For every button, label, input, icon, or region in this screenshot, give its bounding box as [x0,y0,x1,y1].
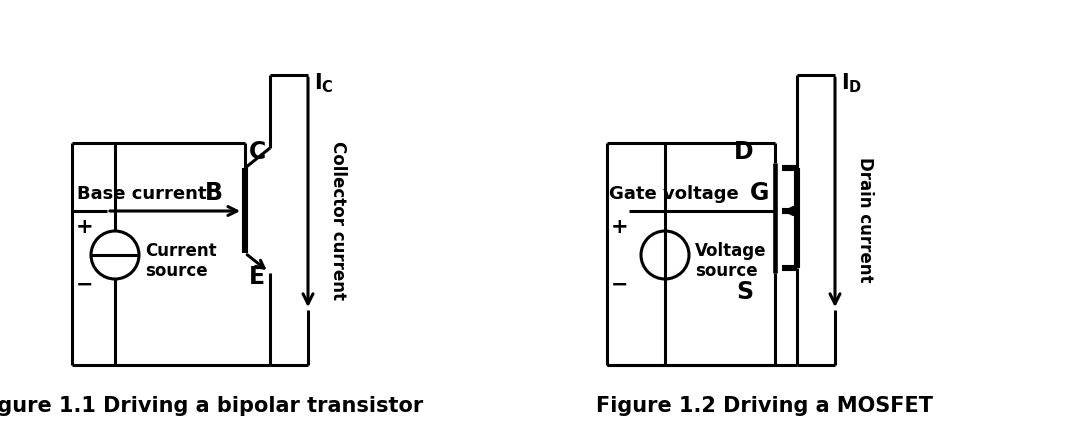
Text: E: E [249,265,265,289]
Text: B: B [205,181,222,205]
Text: D: D [733,140,753,164]
Text: Voltage
source: Voltage source [696,242,767,280]
Text: Figure 1.1 Driving a bipolar transistor: Figure 1.1 Driving a bipolar transistor [0,396,423,416]
Text: $\mathbf{I_C}$: $\mathbf{I_C}$ [314,71,334,95]
Text: +: + [611,217,629,237]
Text: Current
source: Current source [145,242,217,280]
Text: Gate voltage: Gate voltage [609,185,739,203]
Text: −: − [611,275,629,295]
Text: G: G [750,181,769,205]
Text: Drain current: Drain current [856,157,874,283]
Text: Collector current: Collector current [329,140,347,299]
Text: Base current: Base current [77,185,206,203]
Text: C: C [249,140,267,164]
Text: Figure 1.2 Driving a MOSFET: Figure 1.2 Driving a MOSFET [596,396,933,416]
Text: −: − [76,275,94,295]
Text: S: S [735,280,753,304]
Text: $\mathbf{I_D}$: $\mathbf{I_D}$ [841,71,862,95]
Text: +: + [76,217,94,237]
